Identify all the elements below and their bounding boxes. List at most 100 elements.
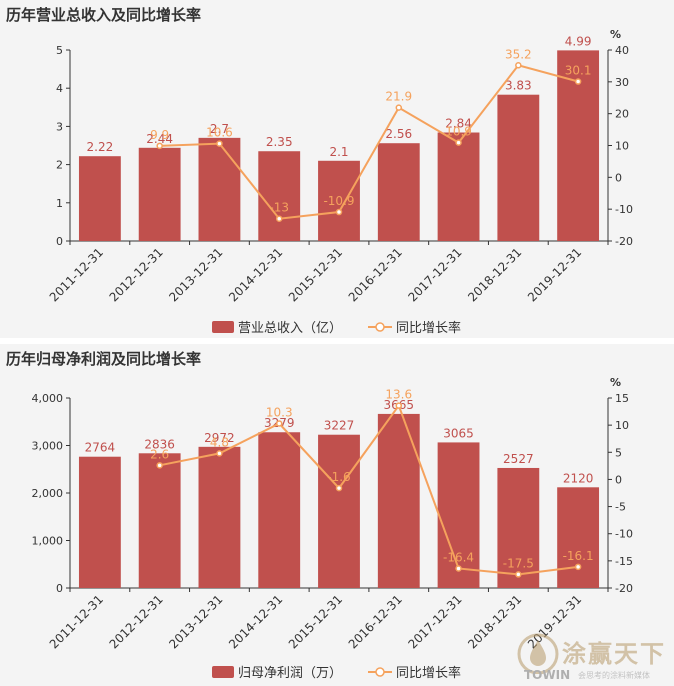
growth-rate-label: 30.1 (565, 64, 592, 78)
bar-value-label: 2527 (503, 452, 534, 466)
bar (318, 160, 360, 241)
growth-rate-label: 35.2 (505, 47, 532, 61)
bar (497, 94, 540, 241)
bar (377, 143, 420, 241)
drop-icon (517, 633, 559, 674)
x-axis-tick-label: 2012-12-31 (107, 245, 166, 304)
growth-rate-label: 10.6 (206, 126, 233, 140)
growth-rate-line (159, 403, 579, 576)
left-axis-tick-label: 0 (56, 582, 63, 595)
x-axis-tick-label: 2013-12-31 (166, 245, 225, 304)
right-axis-tick-label: 0 (615, 473, 622, 486)
growth-rate-line (159, 64, 579, 220)
growth-rate-point (395, 104, 403, 111)
x-axis-tick-label: 2014-12-31 (226, 592, 285, 651)
left-axis-tick-label: 1 (56, 197, 63, 210)
bar (138, 147, 181, 241)
growth-rate-label: 9.9 (150, 128, 169, 142)
growth-rate-label: 13.6 (385, 388, 412, 402)
bar (557, 487, 600, 588)
legend-bar-label: 归母净利润（万） (238, 666, 342, 681)
growth-rate-point (275, 215, 283, 222)
legend-bar-swatch (212, 321, 234, 333)
legend-line-marker (375, 667, 385, 677)
right-axis-tick-label: -20 (615, 235, 633, 248)
bar-value-label: 2972 (204, 431, 235, 445)
profit-chart-panel: 历年归母净利润及同比增长率 0 1,000 2,000 3,000 4,000 -20 -1… (0, 344, 674, 686)
bar-value-label: 2.7 (210, 122, 229, 136)
legend-line-label: 同比增长率 (396, 320, 461, 336)
growth-rate-point (275, 420, 283, 427)
growth-rate-point (395, 402, 403, 409)
growth-rate-label: 21.9 (385, 90, 412, 104)
bar (198, 137, 241, 241)
growth-rate-label: 10.9 (445, 125, 472, 139)
growth-rate-point (515, 62, 522, 69)
x-axis-tick-label: 2011-12-31 (47, 245, 106, 304)
left-axis-tick-label: 4 (56, 82, 63, 95)
left-axis-tick-label: 5 (56, 44, 63, 57)
bar (198, 446, 241, 588)
growth-rate-point (574, 78, 582, 85)
revenue-chart: 0 1 2 3 4 5 -20 -10 0 10 20 30 40% 2.22 2011-12-31 2.44… (47, 28, 633, 336)
x-axis-tick-label: 2014-12-31 (226, 245, 285, 304)
right-axis-tick-label: -10 (615, 203, 633, 216)
bar (318, 434, 360, 588)
bar-value-label: 2120 (563, 471, 594, 485)
legend-line-label: 同比增长率 (396, 665, 461, 681)
x-axis-tick-label: 2017-12-31 (405, 592, 464, 651)
right-axis-tick-label: -10 (615, 528, 633, 541)
left-axis-tick-label: 0 (56, 235, 63, 248)
x-axis-tick-label: 2013-12-31 (166, 592, 225, 651)
legend-line-marker (375, 322, 385, 332)
bar (497, 467, 540, 588)
bar-value-label: 2.1 (329, 145, 348, 159)
x-axis-tick-label: 2015-12-31 (286, 592, 345, 651)
growth-rate-point (156, 142, 163, 150)
bar-value-label: 2.44 (146, 132, 173, 146)
profit-chart: 0 1,000 2,000 3,000 4,000 -20 -15 -10 -5 0 5 10 15% 2… (32, 376, 633, 681)
bar (78, 156, 121, 241)
bar (437, 132, 480, 241)
right-axis-tick-label: 30 (615, 76, 629, 89)
growth-rate-label: 4.8 (210, 435, 229, 449)
right-axis-tick-label: -20 (615, 582, 633, 595)
revenue-chart-panel: 历年营业总收入及同比增长率 0 1 2 3 4 5 -20 -10 0 10 20 30 40% 2.22… (0, 0, 674, 338)
right-axis-unit: % (610, 28, 621, 41)
bar-value-label: 3065 (443, 426, 474, 440)
growth-rate-label: 2.6 (150, 447, 169, 461)
bar-value-label: 3.83 (505, 79, 532, 93)
growth-rate-point (335, 484, 343, 492)
chart-title: 历年归母净利润及同比增长率 (6, 350, 202, 368)
right-axis-tick-label: 5 (615, 446, 622, 459)
x-axis-tick-label: 2012-12-31 (107, 592, 166, 651)
bar-value-label: 2764 (85, 441, 116, 455)
growth-rate-point (216, 140, 223, 147)
bar-value-label: 2.84 (445, 117, 472, 131)
right-axis-unit: % (610, 376, 621, 389)
bar (78, 456, 121, 588)
x-axis-tick-label: 2019-12-31 (525, 245, 584, 304)
watermark-logo: 涂赢天下 TOWIN 会思考的涂料新媒体 (516, 630, 672, 684)
growth-rate-point (455, 565, 462, 572)
bar (377, 413, 420, 588)
bar (138, 453, 181, 588)
x-axis-tick-label: 2018-12-31 (465, 245, 524, 304)
left-axis-tick-label: 2,000 (32, 487, 64, 500)
bar-value-label: 2.56 (385, 127, 412, 141)
growth-rate-point (515, 571, 522, 578)
watermark-slogan: 会思考的涂料新媒体 (578, 671, 650, 680)
bar-value-label: 4.99 (565, 34, 592, 48)
bar-value-label: 2.22 (87, 140, 114, 154)
growth-rate-label: -17.5 (503, 556, 534, 570)
right-axis-tick-label: 10 (615, 419, 629, 432)
right-axis-tick-label: -5 (615, 501, 626, 514)
left-axis-tick-label: 3,000 (32, 440, 64, 453)
x-axis-tick-label: 2016-12-31 (346, 592, 405, 651)
bar-value-label: 2836 (144, 437, 175, 451)
right-axis-tick-label: 10 (615, 140, 629, 153)
x-axis-tick-label: 2015-12-31 (286, 245, 345, 304)
growth-rate-label: -1.6 (327, 470, 350, 484)
growth-rate-point (574, 563, 582, 571)
legend-bar-swatch (212, 666, 234, 678)
